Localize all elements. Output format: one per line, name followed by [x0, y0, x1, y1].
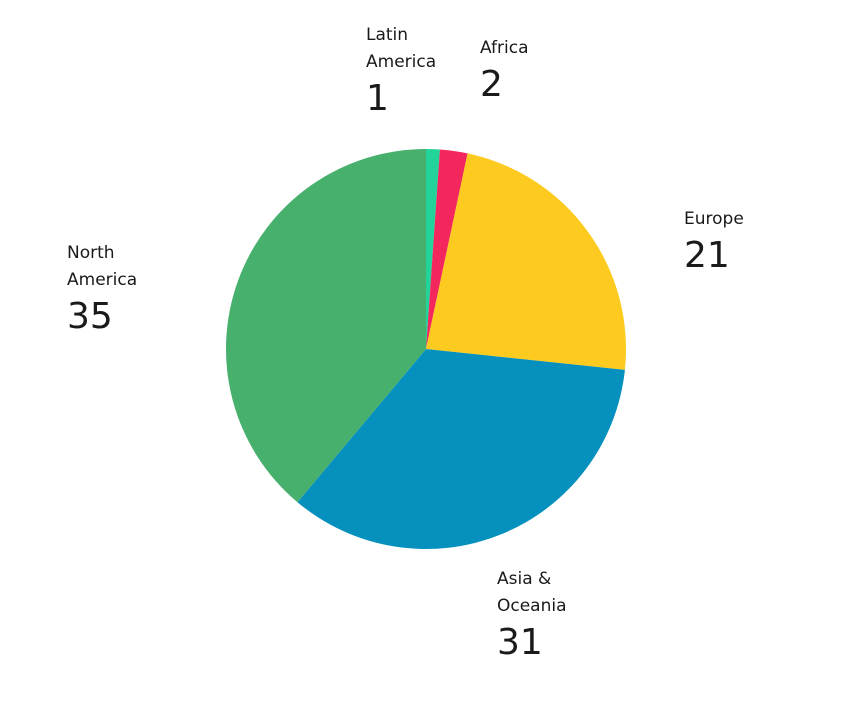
pie-slices — [225, 149, 626, 549]
slice-asia-oceania — [297, 349, 625, 549]
label-latin-america: Latin America 1 — [366, 22, 436, 120]
slice-africa — [426, 149, 468, 349]
label-north-america: North America 35 — [67, 240, 137, 338]
label-north-america-name: North America — [67, 243, 138, 290]
label-africa: Africa 2 — [480, 35, 529, 106]
label-europe-name: Europe — [684, 209, 744, 229]
label-north-america-value: 35 — [67, 296, 113, 337]
slice-europe — [426, 153, 626, 370]
slice-north-america — [225, 149, 426, 503]
label-asia-oceania-value: 31 — [497, 622, 543, 663]
label-africa-name: Africa — [480, 38, 529, 58]
label-asia-oceania: Asia & Oceania 31 — [497, 566, 567, 664]
label-latin-america-name: Latin America — [366, 25, 437, 72]
label-europe-value: 21 — [684, 235, 730, 276]
label-asia-oceania-name: Asia & Oceania — [497, 569, 567, 616]
label-africa-value: 2 — [480, 64, 503, 105]
slice-latin-america — [426, 149, 440, 349]
label-latin-america-value: 1 — [366, 78, 389, 119]
label-europe: Europe 21 — [684, 206, 744, 277]
